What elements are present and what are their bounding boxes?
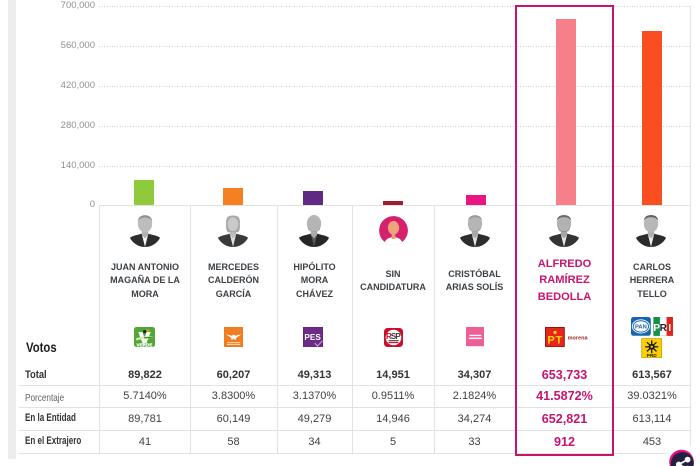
svg-text:morena: morena	[567, 335, 588, 341]
svg-text:VERDE: VERDE	[136, 342, 152, 347]
svg-text:R: R	[660, 322, 668, 333]
svg-text:PRD: PRD	[647, 353, 658, 358]
svg-text:PAN: PAN	[635, 324, 647, 330]
svg-text:S: S	[391, 332, 397, 341]
svg-text:I: I	[669, 322, 672, 333]
svg-text:P: P	[547, 335, 554, 347]
svg-text:T: T	[555, 335, 562, 347]
svg-text:PES: PES	[304, 333, 321, 342]
svg-text:P: P	[654, 322, 661, 333]
svg-text:R: R	[386, 332, 392, 341]
svg-text:P: P	[395, 332, 401, 341]
